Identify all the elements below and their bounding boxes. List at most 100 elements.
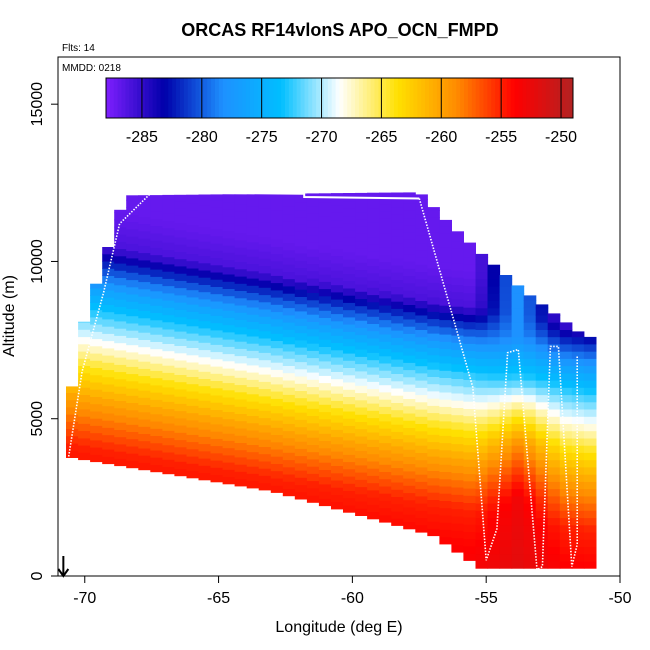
heatmap-cell [391, 192, 404, 201]
heatmap-cell [487, 532, 501, 540]
colorbar-tick-label: -250 [545, 129, 577, 146]
heatmap-cell [355, 428, 368, 437]
heatmap-cell [367, 330, 380, 339]
heatmap-cell [114, 212, 127, 221]
y-axis-label: Altitude (m) [1, 275, 18, 357]
heatmap-cell [439, 283, 452, 292]
heatmap-cell [427, 275, 440, 283]
heatmap-cell [331, 429, 344, 438]
heatmap-cell [355, 450, 368, 459]
heatmap-cell [246, 307, 260, 315]
heatmap-cell [306, 270, 320, 279]
heatmap-cell [306, 220, 320, 228]
heatmap-cell [451, 378, 464, 387]
heatmap-cell [126, 272, 139, 281]
heatmap-cell [331, 193, 344, 199]
heatmap-cell [331, 262, 344, 271]
colorbar-segment [230, 78, 235, 118]
heatmap-cell [547, 430, 561, 439]
heatmap-cell [318, 360, 332, 369]
heatmap-cell [210, 373, 224, 381]
heatmap-cell [427, 340, 440, 348]
heatmap-cell [186, 231, 200, 240]
heatmap-cell [367, 294, 380, 303]
heatmap-cell [294, 477, 308, 486]
heatmap-cell [78, 343, 91, 352]
heatmap-cell [415, 416, 428, 424]
heatmap-cell [222, 317, 236, 326]
heatmap-cell [403, 210, 416, 219]
heatmap-cell [355, 457, 368, 466]
heatmap-cell [126, 322, 139, 331]
heatmap-cell [463, 372, 476, 380]
heatmap-cell [487, 264, 501, 273]
heatmap-cell [379, 493, 392, 501]
heatmap-cell [379, 435, 392, 444]
heatmap-cell [126, 207, 139, 215]
heatmap-cell [331, 479, 344, 488]
heatmap-cell [523, 517, 537, 526]
heatmap-cell [318, 411, 332, 420]
heatmap-cell [439, 457, 452, 465]
heatmap-cell [246, 249, 260, 257]
heatmap-cell [186, 340, 200, 348]
heatmap-cell [90, 425, 103, 434]
heatmap-cell [403, 275, 416, 284]
heatmap-cell [150, 457, 163, 465]
heatmap-cell [499, 553, 513, 562]
heatmap-cell [150, 464, 163, 473]
heatmap-cell [246, 292, 260, 301]
heatmap-cell [391, 250, 404, 259]
heatmap-cell [186, 390, 200, 399]
heatmap-cell [258, 417, 272, 426]
colorbar-segment [526, 78, 531, 118]
heatmap-cell [222, 331, 236, 340]
heatmap-cell [318, 331, 332, 340]
colorbar-segment [537, 78, 543, 118]
heatmap-cell [150, 211, 163, 219]
heatmap-cell [367, 222, 380, 230]
y-tick-label: 5000 [29, 401, 46, 437]
heatmap-cell [282, 358, 296, 366]
heatmap-cell [282, 466, 296, 475]
heatmap-cell [451, 450, 464, 459]
heatmap-cell [294, 253, 308, 261]
heatmap-cell [270, 383, 284, 392]
heatmap-cell [186, 354, 200, 363]
heatmap-cell [451, 479, 464, 488]
heatmap-cell [138, 209, 151, 217]
heatmap-cell [391, 467, 404, 476]
heatmap-cell [487, 524, 501, 533]
heatmap-cell [186, 347, 200, 356]
heatmap-cell [523, 524, 537, 533]
heatmap-cell [90, 439, 103, 448]
heatmap-cell [282, 343, 296, 352]
heatmap-cell [343, 418, 356, 426]
heatmap-cell [559, 380, 573, 388]
heatmap-cell [114, 335, 127, 344]
heatmap-cell [318, 433, 332, 441]
heatmap-cell [198, 241, 212, 249]
heatmap-cell [114, 393, 127, 401]
colorbar-segment [148, 78, 154, 118]
heatmap-cell [186, 448, 200, 457]
colorbar-segment [129, 78, 134, 118]
heatmap-cell [174, 432, 187, 441]
heatmap-cell [463, 343, 476, 352]
heatmap-cell [150, 334, 163, 342]
heatmap-cell [535, 553, 549, 562]
heatmap-cell [186, 427, 200, 435]
heatmap-cell [451, 443, 464, 452]
heatmap-cell [210, 199, 224, 208]
heatmap-cell [547, 401, 561, 410]
heatmap-cell [294, 224, 308, 232]
heatmap-cell [475, 430, 489, 439]
heatmap-cell [198, 392, 212, 401]
heatmap-cell [391, 236, 404, 244]
heatmap-cell [391, 489, 404, 497]
heatmap-cell [523, 539, 537, 547]
heatmap-cell [559, 430, 573, 439]
heatmap-cell [282, 430, 296, 439]
heatmap-cell [222, 201, 236, 210]
heatmap-cell [571, 351, 585, 359]
